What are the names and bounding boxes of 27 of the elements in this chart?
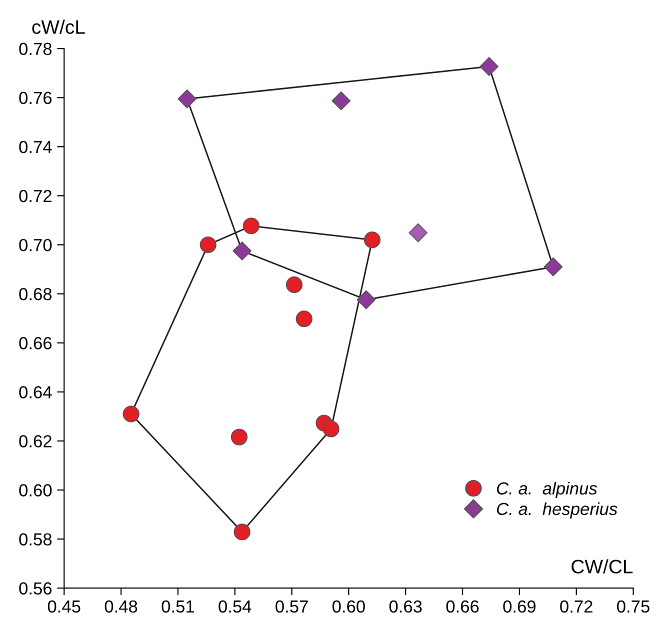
y-tick-label: 0.60 [19, 484, 52, 496]
y-tick-label: 0.70 [19, 238, 52, 252]
x-tick-label: 0.48 [104, 600, 138, 613]
y-tick-label: 0.58 [19, 533, 52, 546]
x-tick-label: 0.51 [162, 600, 194, 613]
legend-label: C. a. hesperius [497, 502, 618, 519]
y-tick-label: 0.72 [19, 190, 52, 202]
x-tick-label: 0.75 [617, 600, 650, 613]
y-tick-label: 0.78 [19, 42, 52, 56]
y-tick-label: 0.68 [19, 288, 52, 300]
x-tick-label: 0.54 [218, 600, 252, 613]
x-tick-label: 0.66 [446, 600, 479, 613]
x-tick-label: 0.72 [560, 600, 592, 613]
x-tick-label: 0.63 [389, 600, 422, 613]
legend-label: C. a. alpinus [497, 482, 598, 498]
y-tick-label: 0.64 [19, 386, 52, 398]
y-tick-label: 0.76 [19, 92, 52, 104]
y-tick-label: 0.74 [19, 140, 52, 154]
y-tick-label: 0.62 [19, 435, 52, 448]
y-tick-label: 0.56 [19, 582, 52, 595]
y-axis-title: cW/cL [32, 20, 85, 34]
x-tick-label: 0.57 [276, 600, 308, 613]
x-tick-label: 0.69 [503, 600, 536, 613]
x-tick-label: 0.60 [332, 600, 365, 613]
x-axis-title: CW/CL [572, 559, 633, 574]
y-tick-label: 0.66 [19, 337, 52, 350]
x-tick-label: 0.45 [48, 600, 80, 613]
